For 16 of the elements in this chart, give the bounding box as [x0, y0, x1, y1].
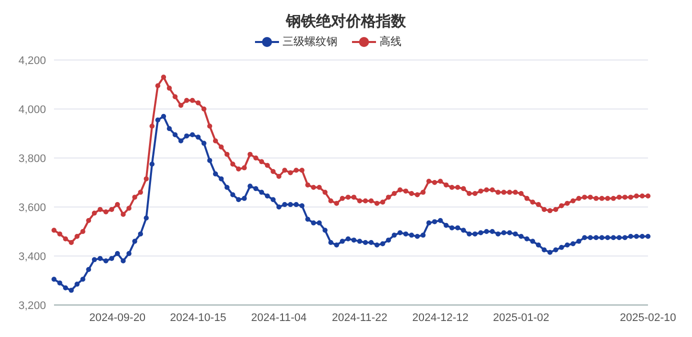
x-tick-label: 2024-10-15 [170, 312, 226, 324]
x-tick-label: 2024-12-12 [412, 312, 469, 324]
y-tick-label: 3,400 [18, 250, 46, 263]
legend-label: 三级螺纹钢 [282, 34, 338, 49]
x-tick-label: 2024-11-04 [251, 312, 307, 324]
x-tick-label: 2024-09-20 [89, 312, 146, 324]
legend-label: 高线 [380, 34, 402, 49]
y-tick-label: 3,800 [18, 152, 46, 165]
y-tick-label: 4,200 [18, 54, 46, 67]
x-tick-label: 2025-01-02 [492, 312, 550, 324]
x-tick-label: 2024-11-22 [332, 312, 388, 324]
chart-title: 钢铁绝对价格指数 [284, 12, 407, 32]
y-tick-label: 4,000 [18, 104, 46, 116]
y-tick-label: 3,200 [18, 300, 46, 312]
y-tick-label: 3,600 [18, 202, 46, 214]
x-tick-label: 2025-02-10 [620, 312, 676, 324]
